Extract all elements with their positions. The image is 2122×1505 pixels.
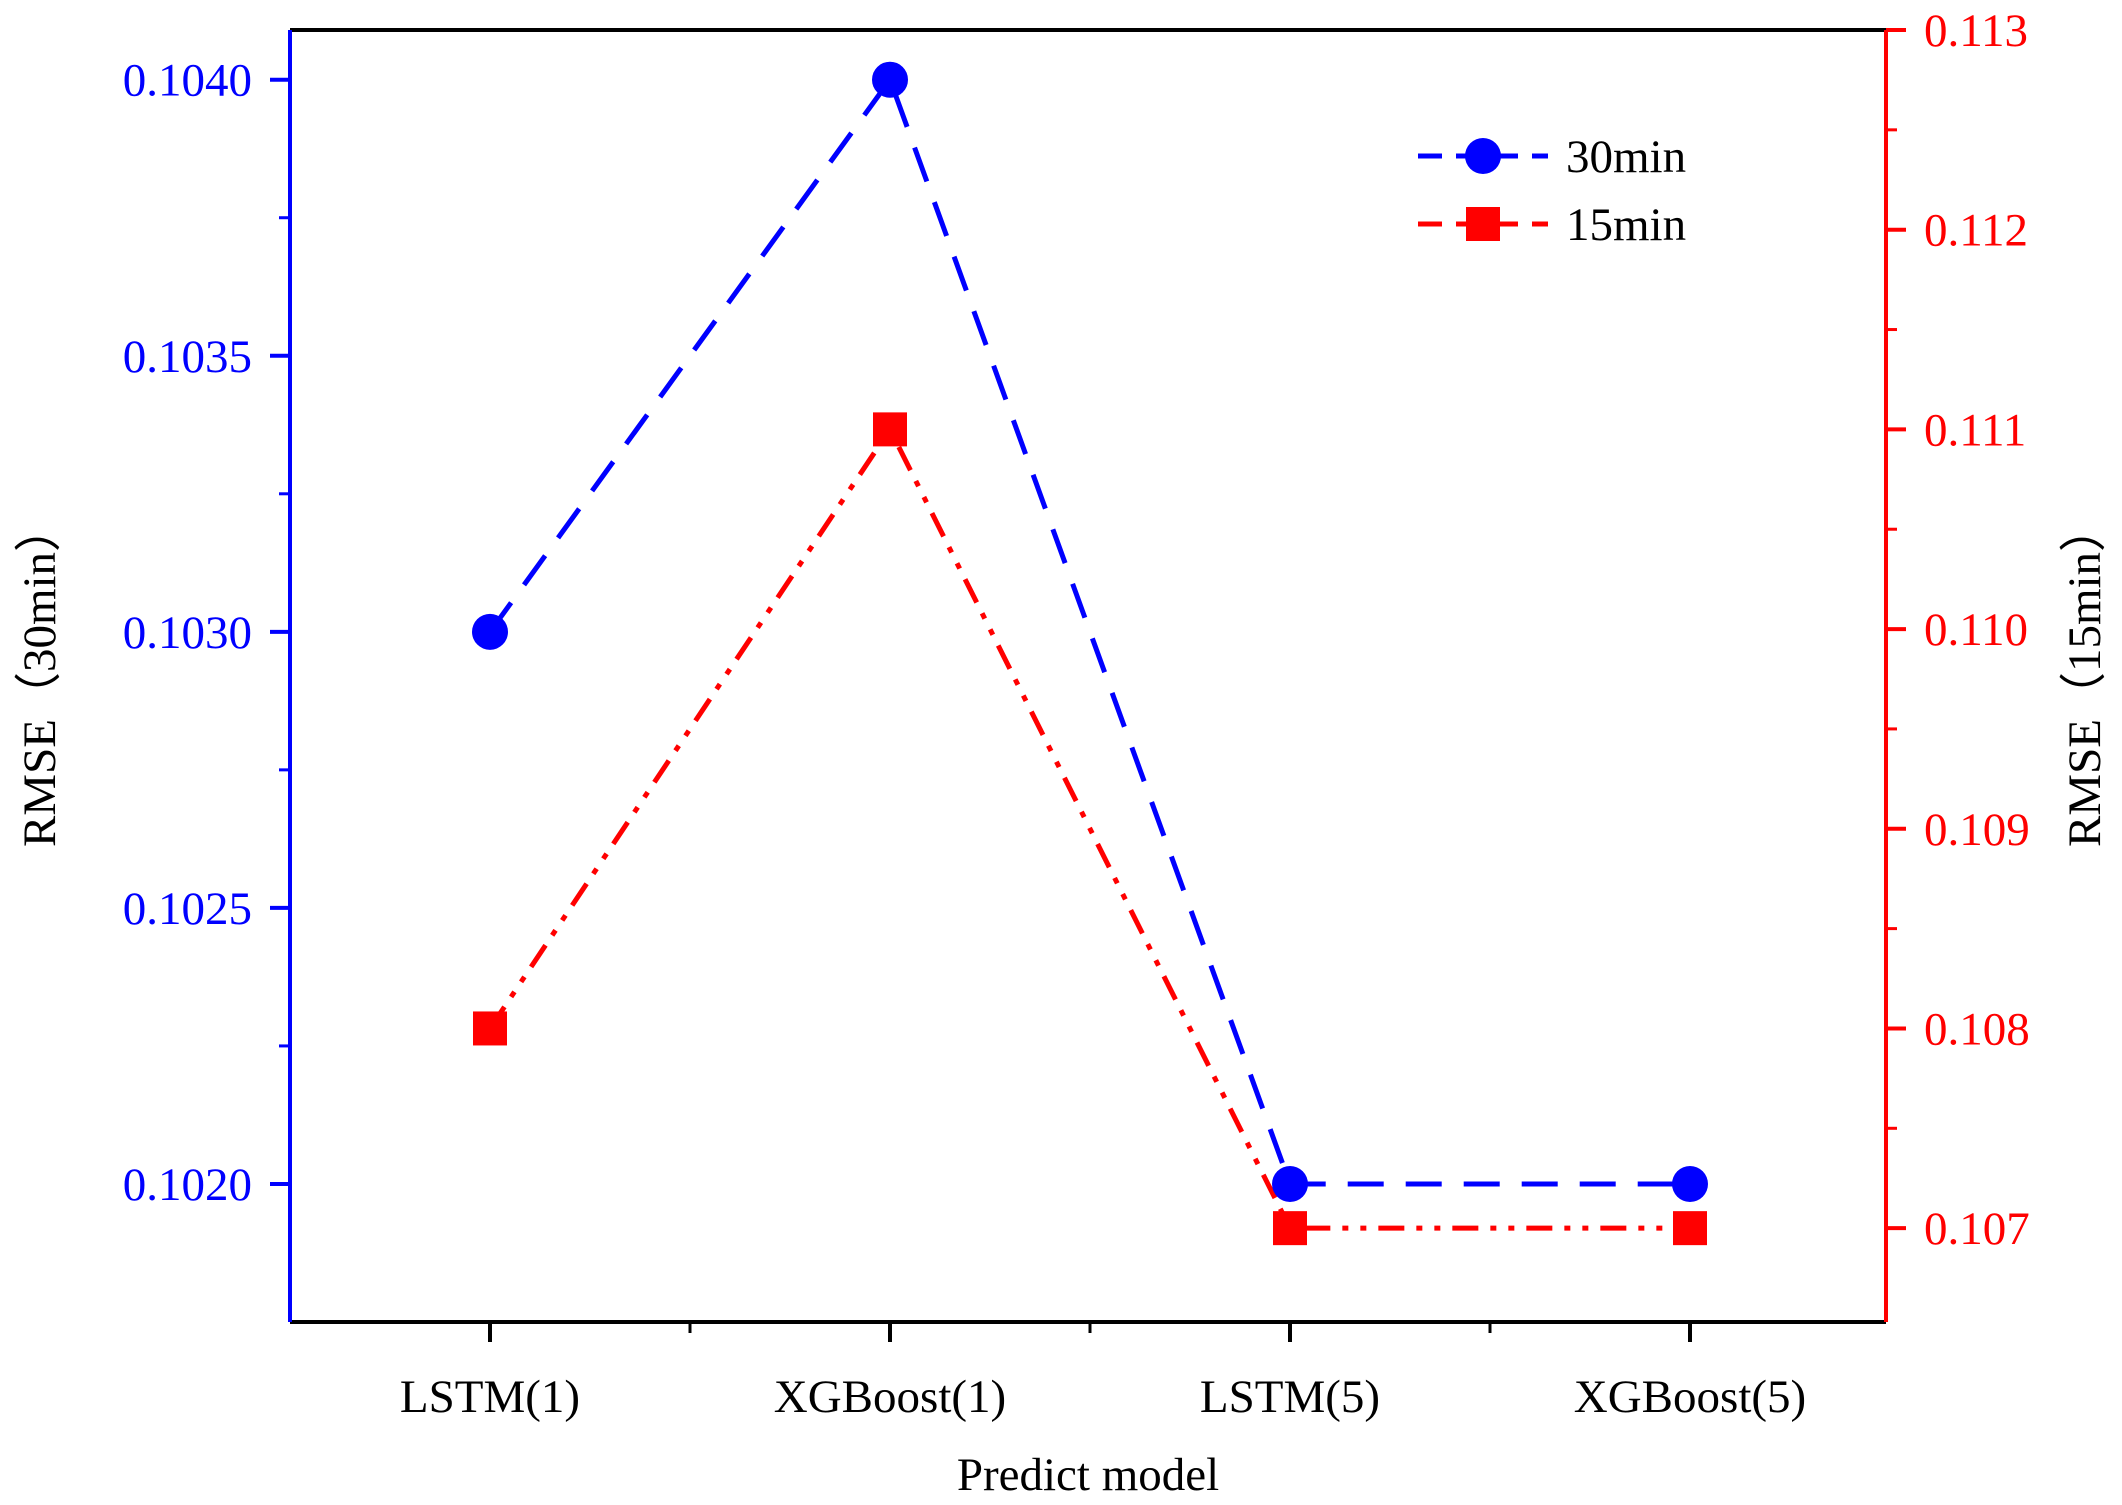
x-tick-label: XGBoost(5)	[1574, 1371, 1806, 1423]
x-axis: LSTM(1) XGBoost(1) LSTM(5) XGBoost(5)	[400, 1322, 1806, 1423]
series-line-30min	[487, 74, 1690, 1187]
marker-15min	[1673, 1211, 1707, 1246]
marker-15min	[473, 1011, 507, 1046]
marker-15min	[873, 412, 907, 447]
axis-titles: Predict model RMSE（30min） RMSE（15min）	[14, 505, 2111, 1501]
legend: 30min 15min	[1418, 131, 1686, 251]
series-layer	[472, 61, 1708, 1246]
y-right-tick-label: 0.107	[1924, 1203, 2030, 1255]
y-right-tick-label: 0.113	[1924, 5, 2028, 57]
series-line-15min	[487, 424, 1690, 1231]
marker-30min	[1272, 1165, 1308, 1202]
y-right-tick-label: 0.111	[1924, 404, 2026, 456]
legend-marker-30min	[1465, 138, 1501, 174]
y-left-tick-label: 0.1025	[123, 883, 252, 935]
x-tick-label: XGBoost(1)	[774, 1371, 1006, 1423]
y-right-axis-title: RMSE（15min）	[2059, 505, 2111, 847]
y-left-axis: 0.1020 0.1025 0.1030 0.1035 0.1040	[123, 55, 290, 1211]
y-left-axis-title: RMSE（30min）	[14, 505, 66, 847]
y-left-tick-label: 0.1020	[123, 1159, 252, 1211]
y-left-tick-label: 0.1040	[123, 55, 252, 107]
marker-30min	[472, 613, 508, 650]
y-right-tick-label: 0.110	[1924, 604, 2028, 656]
legend-label-30min: 30min	[1566, 131, 1686, 183]
y-left-tick-label: 0.1030	[123, 607, 252, 659]
y-left-tick-label: 0.1035	[123, 331, 252, 383]
marker-30min	[872, 61, 908, 98]
plot-frame	[288, 28, 1888, 1324]
legend-marker-15min	[1466, 207, 1500, 241]
x-tick-label: LSTM(5)	[1200, 1371, 1380, 1423]
y-right-tick-label: 0.112	[1924, 205, 2028, 257]
legend-label-15min: 15min	[1566, 199, 1686, 251]
y-right-tick-label: 0.108	[1924, 1003, 2030, 1055]
marker-30min	[1672, 1165, 1708, 1202]
y-right-tick-label: 0.109	[1924, 804, 2030, 856]
x-tick-label: LSTM(1)	[400, 1371, 580, 1423]
x-axis-title: Predict model	[957, 1449, 1219, 1501]
marker-15min	[1273, 1211, 1307, 1246]
y-right-axis: 0.107 0.108 0.109 0.110 0.111 0.112 0.113	[1886, 5, 2030, 1255]
